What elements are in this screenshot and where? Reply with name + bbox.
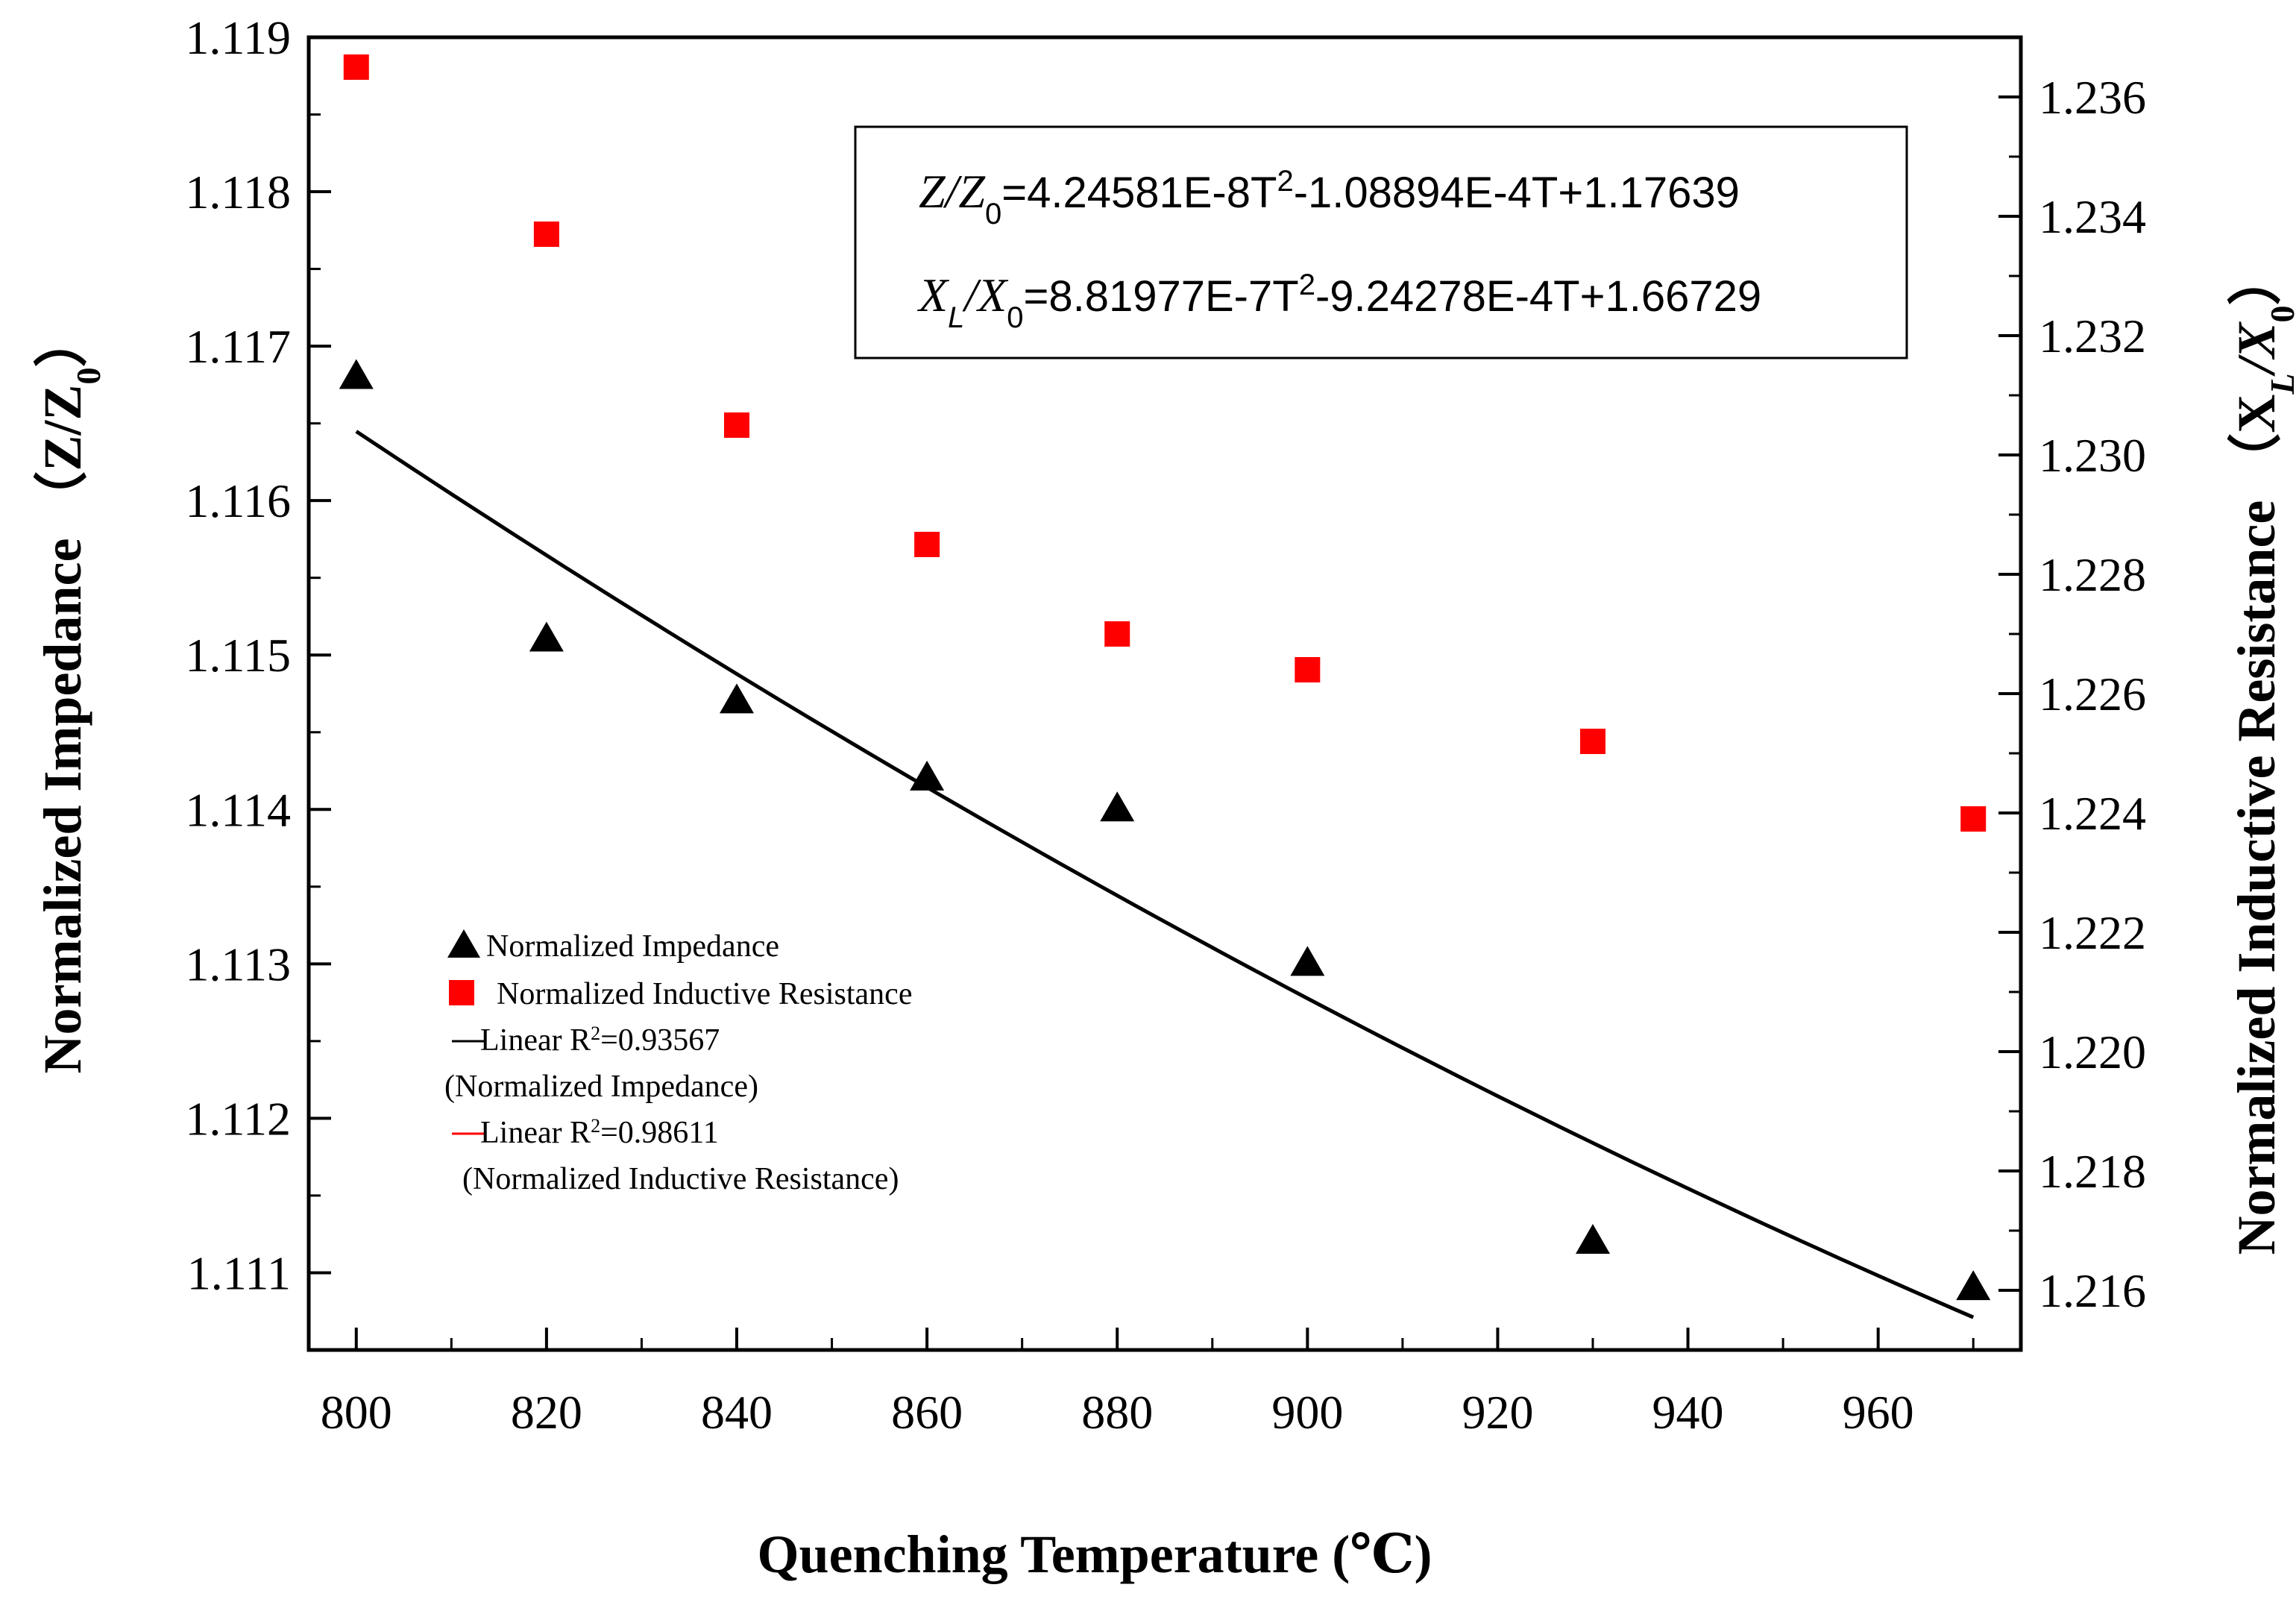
left-y-tick-label: 1.112 (185, 1092, 291, 1145)
right-y-tick-label: 1.234 (2039, 190, 2146, 243)
impedance-point (339, 359, 374, 389)
right-y-tick-label: 1.236 (2039, 71, 2146, 124)
x-tick-label: 900 (1271, 1386, 1343, 1439)
left-y-tick-label: 1.115 (185, 629, 291, 682)
x-tick-label: 960 (1843, 1386, 1914, 1439)
right-y-tick-label: 1.226 (2039, 668, 2146, 720)
legend-item-fit-inductive-note: (Normalized Inductive Resistance) (462, 1162, 899, 1196)
x-tick-label: 940 (1652, 1386, 1724, 1439)
equation-box (854, 125, 1908, 359)
impedance-point (910, 760, 945, 791)
inductive-resistance-point (914, 532, 940, 557)
left-y-tick-label: 1.111 (187, 1246, 291, 1299)
right-y-tick-label: 1.222 (2039, 906, 2146, 959)
left-y-tick-label: 1.113 (185, 938, 291, 990)
left-y-axis-label: Normalized Impedance （Z/Z0） (33, 314, 107, 1074)
inductive-resistance-point (1960, 806, 1987, 832)
data-markers (339, 54, 1991, 1301)
right-y-tick-label: 1.218 (2039, 1145, 2146, 1198)
x-tick-label: 840 (701, 1386, 773, 1439)
inductive-resistance-point (1104, 621, 1130, 647)
fit-curve-impedance (355, 430, 1975, 1319)
x-tick-label: 820 (511, 1386, 582, 1439)
left-y-tick-label: 1.118 (185, 166, 291, 219)
legend-item-fit-inductive: Linear R2=0.98611 (480, 1115, 719, 1151)
impedance-point (1956, 1270, 1991, 1301)
inductive-resistance-point (1580, 729, 1605, 754)
right-y-tick-label: 1.232 (2039, 310, 2146, 362)
x-tick-label: 880 (1081, 1386, 1153, 1439)
impedance-point (720, 683, 754, 714)
x-axis-ticks: 800 820 840 860 880 900 920 940 960 (321, 1328, 1975, 1439)
inductive-resistance-point (343, 54, 369, 80)
legend-square-icon (449, 980, 474, 1005)
legend-item-fit-impedance-note: (Normalized Impedance) (444, 1070, 758, 1104)
right-y-tick-label: 1.216 (2039, 1264, 2146, 1317)
left-y-tick-label: 1.117 (185, 320, 291, 373)
equation-inductive-resistance: XL/X0=8.81977E-7T2-9.24278E-4T+1.66729 (916, 269, 1761, 334)
legend-item-inductive-resistance: Normalized Inductive Resistance (497, 977, 912, 1011)
inductive-resistance-point (724, 412, 749, 438)
legend-item-fit-impedance: Linear R2=0.93567 (480, 1023, 720, 1058)
legend: Normalized Impedance Normalized Inductiv… (444, 929, 912, 1196)
right-y-axis-label: Normalized Inductive Resistance （XL/X0） (2227, 251, 2296, 1255)
x-axis-label: Quenching Temperature (℃) (758, 1524, 1432, 1584)
impedance-point (529, 621, 564, 652)
x-tick-label: 800 (321, 1386, 392, 1439)
inductive-resistance-point (533, 222, 559, 247)
right-y-tick-label: 1.224 (2039, 787, 2146, 840)
legend-triangle-icon (447, 929, 480, 958)
left-y-tick-label: 1.116 (185, 474, 291, 527)
x-tick-label: 860 (891, 1386, 963, 1439)
inductive-resistance-point (1295, 657, 1321, 682)
right-y-axis-ticks: 1.216 1.218 1.220 1.222 1.224 1.226 1.228 1.230… (1998, 71, 2146, 1317)
right-y-tick-label: 1.230 (2039, 429, 2146, 482)
equation-impedance: Z/Z0=4.24581E-8T2-1.08894E-4T+1.17639 (919, 165, 1740, 230)
impedance-point (1100, 791, 1135, 822)
impedance-point (1290, 946, 1325, 976)
left-y-tick-label: 1.119 (185, 11, 291, 64)
x-tick-label: 920 (1462, 1386, 1533, 1439)
left-y-axis-ticks: 1.111 1.112 1.113 1.114 1.115 1.116 1.117 1.118… (185, 11, 331, 1351)
impedance-point (1576, 1224, 1610, 1255)
left-y-tick-label: 1.114 (185, 783, 291, 836)
right-y-tick-label: 1.228 (2039, 548, 2146, 601)
right-y-tick-label: 1.220 (2039, 1026, 2146, 1078)
legend-item-impedance: Normalized Impedance (486, 929, 779, 964)
